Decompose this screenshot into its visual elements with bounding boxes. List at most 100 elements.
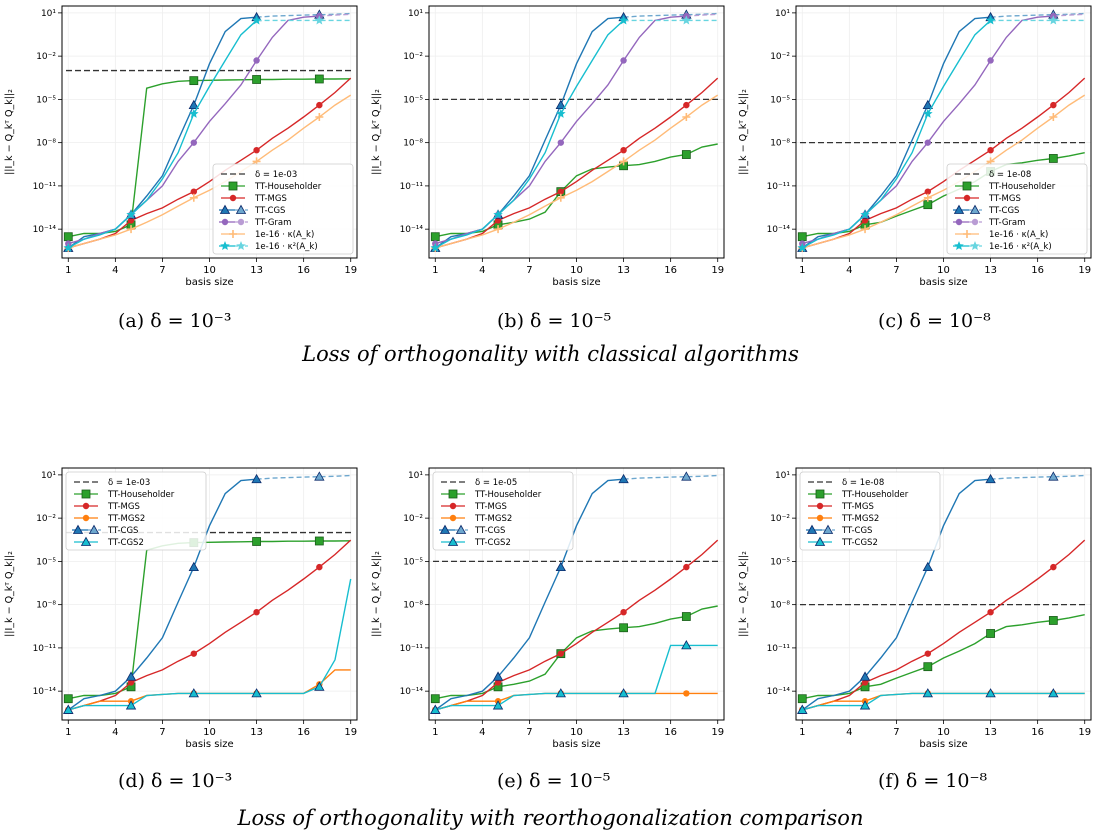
data-point bbox=[620, 608, 627, 616]
legend-label: TT-Gram bbox=[988, 218, 1025, 228]
series-line bbox=[802, 94, 1086, 249]
data-point bbox=[923, 662, 933, 672]
data-point bbox=[126, 209, 136, 219]
caption-f: (f) δ = 10⁻⁸ bbox=[878, 770, 988, 792]
data-point bbox=[1048, 688, 1059, 698]
legend-marker bbox=[82, 502, 90, 510]
legend-marker bbox=[237, 218, 245, 226]
series-TT-MGS bbox=[432, 77, 719, 252]
y-tick-label: 10⁻⁵ bbox=[770, 557, 790, 567]
y-axis-label: ||I_k − Q_kᵀ Q_k||₂ bbox=[738, 551, 749, 637]
data-point bbox=[987, 57, 994, 64]
legend-label: 1e-16 · κ(A_k) bbox=[989, 230, 1048, 240]
data-point bbox=[251, 473, 262, 484]
data-point bbox=[63, 694, 73, 704]
y-axis-label: ||I_k − Q_kᵀ Q_k||₂ bbox=[738, 89, 749, 175]
series-line bbox=[68, 540, 351, 700]
legend-label: TT-MGS bbox=[254, 194, 287, 204]
chart-panel-d: 1 4 7 10 13 16 19 10⁻¹⁴ 10⁻¹¹ 10⁻⁸ 10⁻⁵ 10⁻² 10¹ basi… bbox=[4, 467, 358, 750]
chart-panel-e: 1 4 7 10 13 16 19 10⁻¹⁴ 10⁻¹¹ 10⁻⁸ 10⁻⁵ 10⁻² 10¹ basi… bbox=[371, 467, 725, 750]
y-tick-label: 10⁻⁸ bbox=[36, 601, 56, 611]
data-point bbox=[922, 688, 933, 698]
y-tick-label: 10⁻⁸ bbox=[403, 139, 423, 149]
x-axis-label: basis size bbox=[919, 277, 967, 288]
x-tick-label: 16 bbox=[297, 727, 310, 738]
x-tick-label: 19 bbox=[344, 265, 357, 276]
x-tick-label: 10 bbox=[937, 265, 950, 276]
caption-e: (e) δ = 10⁻⁵ bbox=[497, 770, 611, 792]
x-axis-label: basis size bbox=[552, 277, 600, 288]
y-tick-label: 10⁻⁸ bbox=[770, 601, 790, 611]
series-line bbox=[435, 644, 718, 711]
x-tick-label: 10 bbox=[937, 727, 950, 738]
data-point bbox=[253, 57, 260, 64]
legend-marker bbox=[82, 514, 90, 522]
data-point bbox=[682, 113, 691, 122]
x-tick-label: 19 bbox=[711, 265, 724, 276]
data-point bbox=[683, 690, 690, 697]
data-point bbox=[190, 188, 198, 195]
data-point bbox=[63, 242, 73, 252]
legend-label: δ = 1e-08 bbox=[842, 478, 884, 488]
data-point bbox=[681, 150, 691, 159]
legend-marker bbox=[954, 241, 964, 250]
series-line bbox=[802, 539, 1086, 711]
data-point bbox=[63, 704, 74, 714]
legend-label: TT-MGS2 bbox=[107, 514, 145, 524]
legend: δ = 1e-05 TT-Householder TT-MGS TT-MGS2 TT-C… bbox=[432, 471, 574, 551]
data-point bbox=[683, 101, 690, 109]
data-point bbox=[314, 15, 325, 25]
legend-label: TT-MGS bbox=[474, 502, 507, 512]
series-TT-CGS2 bbox=[797, 688, 1085, 714]
data-point bbox=[555, 99, 566, 110]
data-point bbox=[681, 471, 692, 481]
y-tick-label: 10⁻¹¹ bbox=[33, 182, 57, 192]
x-tick-label: 16 bbox=[664, 727, 677, 738]
x-tick-label: 4 bbox=[112, 727, 118, 738]
data-point bbox=[618, 473, 629, 484]
legend-label: TT-MGS bbox=[841, 502, 874, 512]
data-point bbox=[190, 650, 198, 657]
data-point bbox=[494, 217, 502, 224]
caption-b: (b) δ = 10⁻⁵ bbox=[497, 310, 612, 332]
y-tick-label: 10⁻⁵ bbox=[403, 95, 423, 105]
series-line bbox=[802, 614, 1085, 700]
legend-marker bbox=[815, 489, 825, 499]
y-tick-label: 10¹ bbox=[41, 471, 56, 481]
series-line bbox=[68, 78, 351, 238]
legend-marker bbox=[221, 218, 229, 226]
series-line-dashed bbox=[686, 13, 718, 17]
legend-marker bbox=[449, 502, 457, 510]
x-tick-label: 19 bbox=[1078, 265, 1091, 276]
x-tick-label: 19 bbox=[1078, 727, 1091, 738]
series-line bbox=[801, 478, 991, 711]
legend-marker bbox=[448, 489, 458, 499]
data-point bbox=[253, 146, 260, 154]
chart-panel-c: 1 4 7 10 13 16 19 10⁻¹⁴ 10⁻¹¹ 10⁻⁸ 10⁻⁵ 10⁻² 10¹ basi… bbox=[738, 5, 1092, 288]
x-tick-label: 1 bbox=[799, 265, 805, 276]
x-tick-label: 10 bbox=[570, 265, 583, 276]
x-tick-label: 13 bbox=[984, 265, 997, 276]
y-tick-label: 10¹ bbox=[775, 471, 790, 481]
data-point bbox=[493, 209, 503, 219]
data-point bbox=[252, 75, 261, 84]
y-tick-label: 10⁻¹⁴ bbox=[400, 225, 424, 235]
data-point bbox=[557, 188, 565, 195]
legend-marker bbox=[816, 514, 824, 522]
x-tick-label: 7 bbox=[159, 727, 165, 738]
data-point bbox=[924, 188, 932, 195]
x-tick-label: 7 bbox=[526, 727, 532, 738]
series-line bbox=[67, 478, 257, 711]
x-tick-label: 16 bbox=[297, 265, 310, 276]
y-axis-label: ||I_k − Q_kᵀ Q_k||₂ bbox=[371, 89, 382, 175]
data-point bbox=[681, 612, 691, 621]
data-point bbox=[190, 139, 198, 146]
data-point bbox=[189, 76, 199, 86]
data-point bbox=[861, 679, 869, 686]
y-tick-label: 10⁻² bbox=[770, 514, 790, 524]
legend-label: TT-MGS2 bbox=[474, 514, 512, 524]
data-point bbox=[1048, 616, 1058, 625]
y-tick-label: 10⁻⁵ bbox=[770, 95, 790, 105]
legend-label: TT-Householder bbox=[254, 182, 322, 192]
x-tick-label: 10 bbox=[203, 265, 216, 276]
